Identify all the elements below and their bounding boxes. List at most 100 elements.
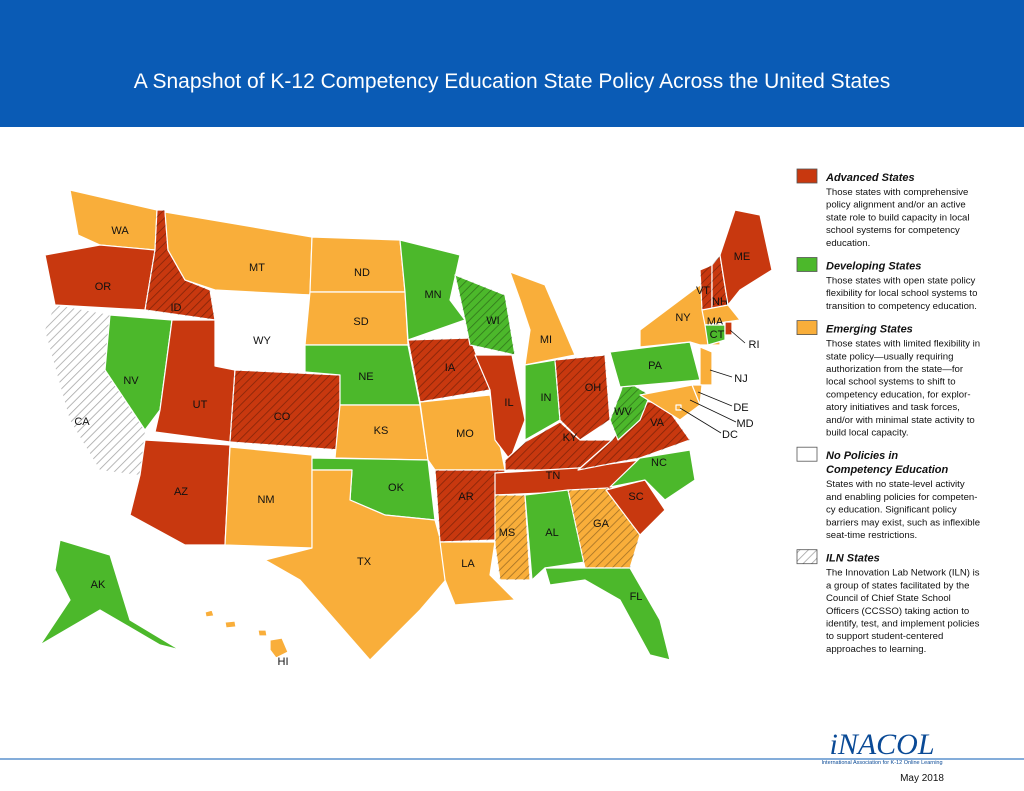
legend-title: ILN States [826,553,880,565]
legend-swatch [796,168,818,184]
state-label: CT [710,329,725,341]
state-label: IL [504,397,513,409]
state-label: MS [499,527,516,539]
state [69,189,158,251]
state-label: RI [749,339,760,351]
state-label: VT [696,285,710,297]
legend-description: competency education, for explor- [826,389,971,400]
state-label: ME [734,251,751,263]
iln-hatch [435,470,505,542]
state-label: AR [458,491,473,503]
legend-description: a group of states facilitated by the [826,580,969,591]
state-label: DC [722,429,738,441]
state [605,479,666,536]
legend-description: seat-time restrictions. [826,530,917,541]
legend: Advanced States Those states with compreh… [796,168,980,655]
legend-description: transition to competency education. [826,301,977,312]
legend-description: school systems for competency [826,225,960,236]
state [44,244,156,311]
state-label: WA [111,225,129,237]
us-map: WA OR CA NV ID MT WY UT CO AZ NM ND SD NE KS OK TX MN IA MO… [39,189,773,668]
state-label: ND [354,267,370,279]
logo-subtitle: International Association for K-12 Onlin… [821,760,942,766]
legend-description: state role to build capacity in local [826,212,969,223]
legend-description: States with no state-level activity [826,479,965,490]
header-band [0,0,1024,127]
state [704,324,726,346]
legend-description: build local capacity. [826,428,908,439]
state [524,489,586,581]
state-label: CO [274,411,291,423]
state [214,291,311,373]
iln-hatch [455,275,515,355]
state [675,404,682,411]
legend-description: state policy—usually requiring [826,351,953,362]
date: May 2018 [900,773,944,784]
legend-title: Competency Education [826,464,949,476]
state [724,321,733,336]
legend-swatch [796,320,818,336]
state-label: CA [74,416,90,428]
state-label: MO [456,428,474,440]
state-label: LA [461,558,475,570]
state-label: DE [733,402,748,414]
state-label: ID [171,302,182,314]
state [544,567,671,661]
state-label: GA [593,518,610,530]
legend-hatch [797,549,817,564]
leader-line [697,391,733,407]
iln-hatch [408,338,490,402]
state [104,314,173,431]
legend-description: Council of Chief State School [826,593,951,604]
leader-line [729,329,746,344]
state-label: NV [123,375,139,387]
state-label: NM [257,494,274,506]
iln-hatch [495,495,530,580]
legend-title: Advanced States [825,172,915,184]
state-label: AL [545,527,558,539]
legend-description: Those states with comprehensive [826,187,968,198]
state-label: NY [675,312,691,324]
legend-description: Those states with open state policy [826,276,976,287]
legend-description: The Innovation Lab Network (ILN) is [826,568,980,579]
state-label: NH [712,296,728,308]
state-label: WV [614,406,632,418]
page-title: A Snapshot of K-12 Competency Education … [134,70,890,93]
legend-description: education. [826,238,870,249]
state-label: TX [357,556,372,568]
legend-description: Officers (CCSSO) taking action to [826,606,969,617]
iln-hatch [230,370,340,450]
state-label: AZ [174,486,188,498]
leader-line [709,369,733,378]
leader-line [679,407,722,434]
legend-description: and enabling policies for competen- [826,492,977,503]
state-label: PA [648,360,663,372]
state-label: OR [95,281,112,293]
legend-description: flexibility for local school systems to [826,288,977,299]
legend-description: authorization from the state—for [826,364,964,375]
iln-hatch [578,400,690,470]
legend-description: cy education. Significant policy [826,505,957,516]
state-label: AK [91,579,106,591]
iln-hatch [505,422,612,470]
state-label: SC [628,491,643,503]
legend-description: Those states with limited flexibility in [826,339,980,350]
state-label: OK [388,482,405,494]
legend-description: and/or with minimal state activity to [826,415,975,426]
iln-hatch [145,210,215,320]
legend-description: approaches to learning. [826,644,926,655]
state-label: SD [353,316,368,328]
iln-hatch [45,305,145,475]
state-label: MN [424,289,441,301]
iln-hatch [712,255,728,310]
state-label: HI [278,656,289,668]
state [699,346,713,386]
iln-hatch [700,265,712,310]
legend-description: local school systems to shift to [826,377,956,388]
state [701,304,741,326]
state [509,271,576,366]
state [204,609,289,659]
legend-description: identify, test, and implement policies [826,619,980,630]
state-label: TN [546,470,561,482]
